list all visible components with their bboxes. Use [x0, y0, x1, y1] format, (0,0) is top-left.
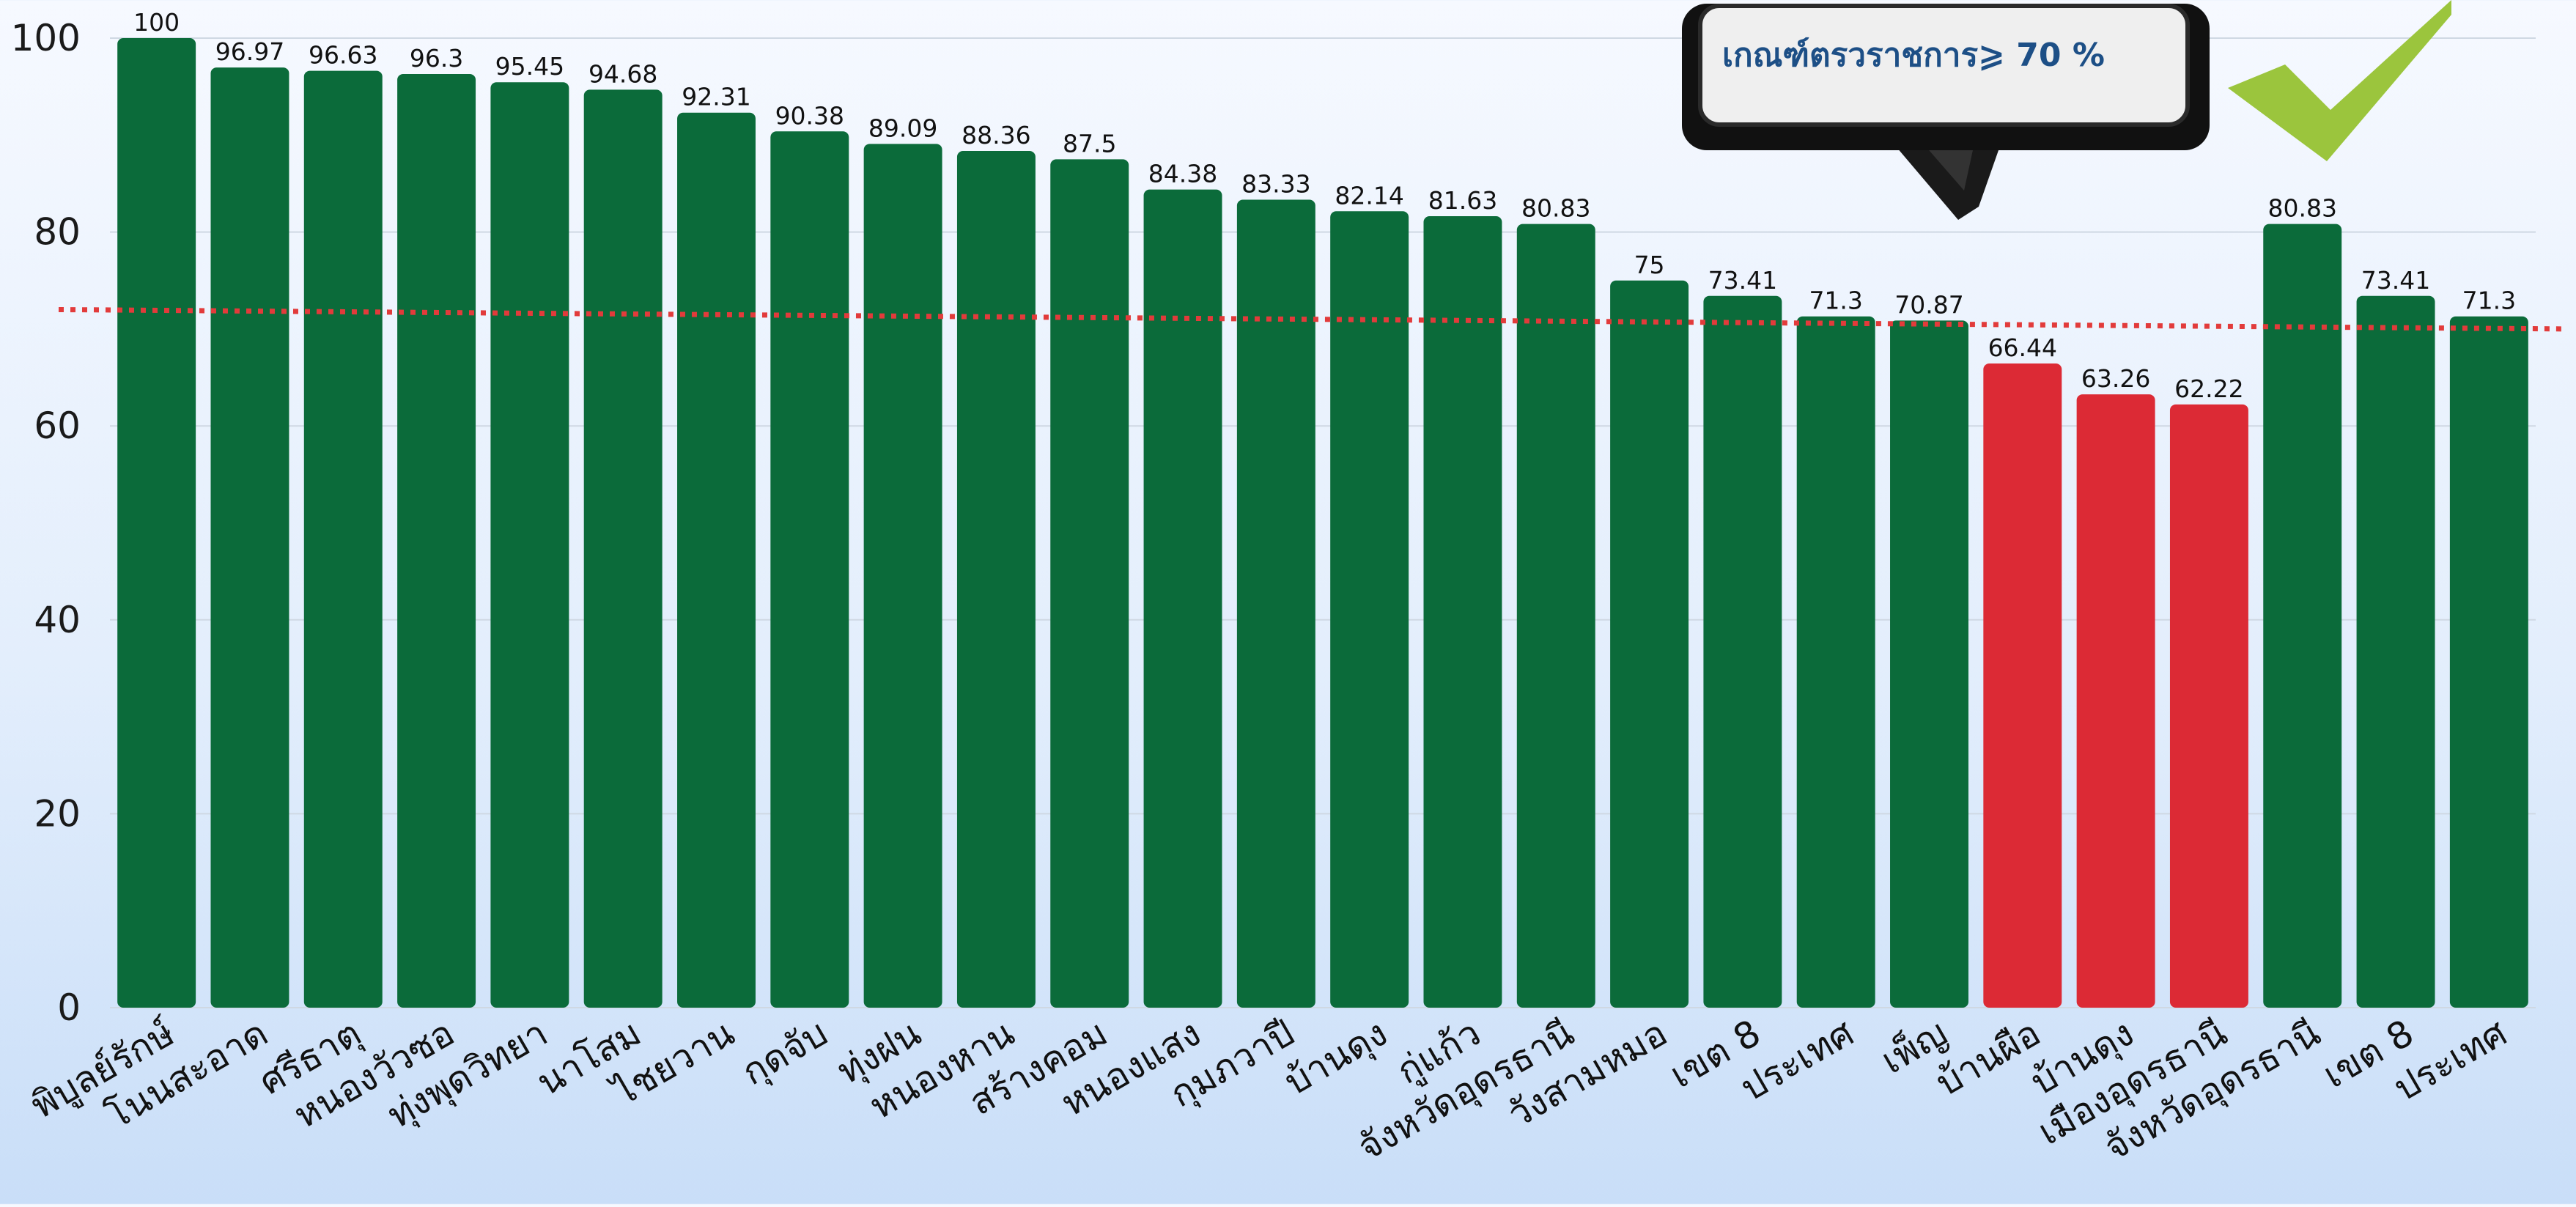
bar: [1516, 224, 1595, 1008]
bar: [956, 150, 1036, 1008]
bar-value-label: 94.68: [588, 59, 657, 88]
bar: [2356, 295, 2435, 1008]
bar-value-label: 71.3: [1809, 287, 1862, 315]
checkmark-icon: [2228, 0, 2451, 161]
bar-value-label: 75: [1634, 251, 1665, 279]
bar-value-label: 88.36: [962, 121, 1030, 150]
bar: [1236, 199, 1315, 1008]
bar-value-label: 95.45: [495, 52, 564, 81]
callout-box: [1698, 4, 2190, 127]
bar: [2076, 394, 2155, 1008]
bar: [770, 131, 849, 1008]
bar-value-label: 62.22: [2174, 374, 2243, 403]
bar: [490, 82, 569, 1008]
bar: [583, 89, 663, 1008]
x-tick-label: บ้านดุง: [1277, 1011, 1395, 1104]
bar: [303, 70, 383, 1008]
callout-text: เกณฑ์ตรวราชการ⩾ 70 %: [1722, 37, 2105, 74]
bar-value-label: 96.3: [410, 44, 463, 73]
bar-value-label: 100: [133, 8, 180, 37]
bar-value-label: 89.09: [868, 114, 937, 142]
bar-value-label: 96.63: [309, 41, 377, 70]
bar-value-label: 73.41: [2361, 266, 2430, 295]
bar: [863, 144, 942, 1008]
bar-value-label: 96.97: [215, 37, 284, 66]
bars: [117, 38, 2528, 1008]
bar-value-label: 83.33: [1241, 170, 1310, 199]
bar: [677, 112, 756, 1008]
y-tick-label: 60: [34, 405, 81, 447]
bar: [117, 38, 196, 1008]
y-tick-label: 0: [57, 986, 81, 1029]
threshold-line: [58, 306, 2566, 332]
bar: [397, 73, 476, 1008]
x-tick-label: บ้านผือ: [1929, 1011, 2048, 1104]
bar: [1050, 159, 1129, 1008]
bar: [210, 67, 289, 1008]
bar-value-label: 84.38: [1148, 160, 1217, 188]
bar: [2449, 316, 2528, 1008]
y-tick-label: 80: [34, 211, 81, 254]
x-axis-labels: พิบูลย์รักษ์โนนสะอาดศรีธาตุหนองวัวซอทุ่ง…: [24, 1011, 2514, 1170]
y-tick-label: 20: [34, 792, 81, 835]
y-tick-label: 100: [11, 17, 81, 59]
bar-value-label: 82.14: [1335, 181, 1403, 210]
bar: [1796, 316, 1875, 1008]
bar: [1983, 363, 2062, 1008]
bar: [2169, 404, 2248, 1008]
bar-value-label: 80.83: [2267, 194, 2336, 223]
y-tick-label: 40: [34, 599, 81, 641]
bar-value-label: 70.87: [1894, 290, 1963, 319]
bar-value-labels: 100 96.97 96.63 96.3 95.45 94.68 92.31 90.38 89.…: [133, 8, 2516, 403]
bar: [1423, 216, 1502, 1008]
y-axis: 0 20 40 60 80 100: [11, 17, 81, 1029]
bar: [1143, 189, 1222, 1008]
bar-value-label: 71.3: [2462, 287, 2516, 315]
callout-bubble: เกณฑ์ตรวราชการ⩾ 70 %: [1682, 4, 2210, 220]
bar: [1703, 295, 1782, 1008]
bar-value-label: 90.38: [775, 101, 844, 130]
bar-value-label: 80.83: [1521, 194, 1590, 223]
bar: [1330, 211, 1409, 1008]
bar-value-label: 66.44: [1988, 333, 2057, 362]
x-tick-label: กุดจับ: [735, 1011, 835, 1094]
bar: [2263, 224, 2342, 1008]
bar-value-label: 73.41: [1708, 266, 1777, 295]
bar: [1610, 280, 1689, 1008]
bar-value-label: 81.63: [1428, 186, 1497, 215]
bar-value-label: 63.26: [2081, 364, 2150, 393]
bar-value-label: 87.5: [1063, 129, 1116, 158]
bar: [1890, 320, 1968, 1008]
bar-value-label: 92.31: [682, 83, 750, 111]
